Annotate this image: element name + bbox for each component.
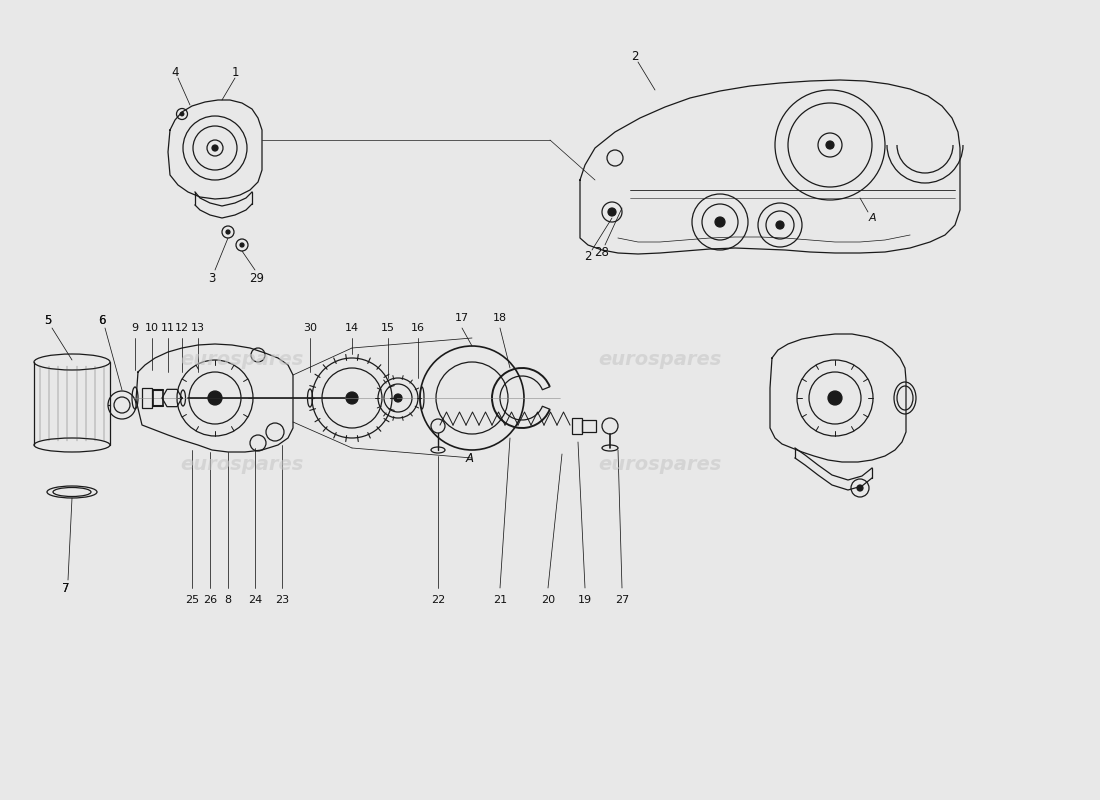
Text: 30: 30 — [302, 323, 317, 333]
Circle shape — [180, 112, 184, 116]
Circle shape — [715, 217, 725, 227]
Text: 2: 2 — [584, 250, 592, 263]
Text: 8: 8 — [224, 595, 232, 605]
Circle shape — [240, 243, 244, 247]
Text: 6: 6 — [98, 314, 106, 326]
Text: 21: 21 — [493, 595, 507, 605]
Circle shape — [828, 391, 842, 405]
Text: eurospares: eurospares — [598, 350, 722, 370]
Text: 14: 14 — [345, 323, 359, 333]
Text: 4: 4 — [172, 66, 178, 78]
Circle shape — [212, 145, 218, 151]
Circle shape — [776, 221, 784, 229]
Text: 26: 26 — [202, 595, 217, 605]
Circle shape — [826, 141, 834, 149]
Text: 16: 16 — [411, 323, 425, 333]
Circle shape — [394, 394, 402, 402]
Text: 2: 2 — [631, 50, 639, 62]
Text: 25: 25 — [185, 595, 199, 605]
Text: 27: 27 — [615, 595, 629, 605]
Circle shape — [208, 391, 222, 405]
Text: 15: 15 — [381, 323, 395, 333]
Text: 17: 17 — [455, 313, 469, 323]
Text: eurospares: eurospares — [598, 454, 722, 474]
Text: 23: 23 — [275, 595, 289, 605]
Text: 3: 3 — [208, 271, 216, 285]
Text: 1: 1 — [231, 66, 239, 78]
Text: 20: 20 — [541, 595, 556, 605]
Text: 29: 29 — [250, 271, 264, 285]
Text: 24: 24 — [248, 595, 262, 605]
Text: 6: 6 — [98, 314, 106, 326]
Text: 22: 22 — [431, 595, 446, 605]
Circle shape — [346, 392, 358, 404]
Bar — [142, 388, 152, 408]
Text: 9: 9 — [131, 323, 139, 333]
Text: 7: 7 — [63, 582, 69, 594]
Text: A: A — [466, 451, 474, 465]
Text: 12: 12 — [175, 323, 189, 333]
Text: 7: 7 — [63, 582, 69, 594]
Text: 5: 5 — [44, 314, 52, 326]
Text: eurospares: eurospares — [180, 350, 304, 370]
Circle shape — [608, 208, 616, 216]
Text: 5: 5 — [44, 314, 52, 326]
Text: 13: 13 — [191, 323, 205, 333]
Bar — [582, 420, 596, 432]
Text: 10: 10 — [145, 323, 160, 333]
Bar — [572, 418, 582, 434]
Text: A: A — [868, 213, 876, 223]
Text: 18: 18 — [493, 313, 507, 323]
Text: eurospares: eurospares — [180, 454, 304, 474]
Circle shape — [857, 485, 864, 491]
Text: 28: 28 — [595, 246, 609, 258]
Text: 11: 11 — [161, 323, 175, 333]
Circle shape — [226, 230, 230, 234]
Text: 19: 19 — [578, 595, 592, 605]
